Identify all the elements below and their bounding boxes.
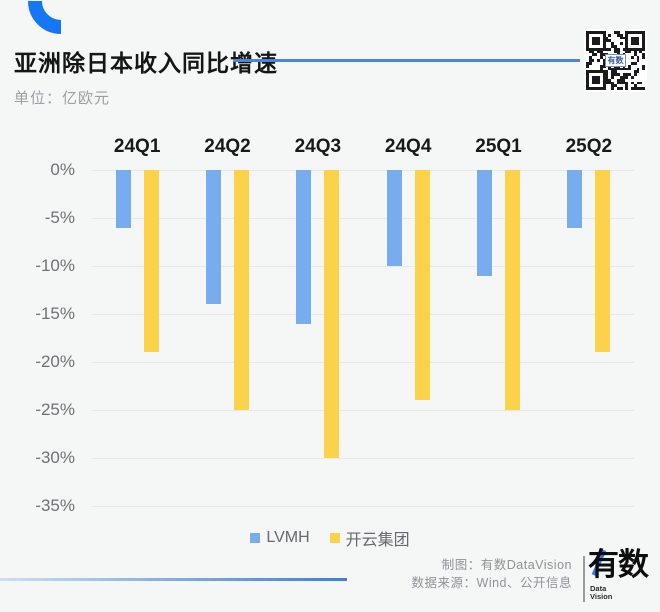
qr-center-label: 有数 [605,54,626,67]
grid-line [92,410,634,411]
grid-line [92,362,634,363]
credits-block: 制图：有数DataVision 数据来源：Wind、公开信息 [412,557,572,592]
y-tick-label: -20% [35,352,75,371]
bar-lvmh-24Q4 [386,170,402,266]
legend-label-lvmh: LVMH [266,529,310,546]
unit-label: 单位：亿欧元 [14,90,111,107]
category-label: 24Q3 [294,136,342,157]
bar-kering-24Q4 [414,170,430,401]
bar-kering-25Q2 [595,170,611,353]
legend-item-lvmh: LVMH [250,529,310,547]
grid-line [92,170,634,171]
brand-logo-subtext: Data Vision [590,584,613,601]
bar-kering-25Q1 [505,170,520,410]
bar-kering-24Q1 [143,170,159,353]
y-tick-label: -15% [35,304,75,323]
page-title: 亚洲除日本收入同比增速 [14,50,278,76]
qr-code: 有数 [584,29,647,92]
category-label: 25Q2 [565,136,613,157]
grid-line [92,458,634,459]
y-tick-label: -30% [35,448,75,467]
y-tick-label: -25% [35,400,75,419]
y-tick-label: -10% [35,256,75,275]
bar-lvmh-25Q1 [477,170,492,276]
grid-line [92,314,634,315]
legend-item-kering: 开云集团 [329,526,410,550]
bar-kering-24Q2 [234,170,249,410]
bar-lvmh-24Q3 [296,170,312,324]
lvmh-swatch-icon [250,533,261,543]
brand-logo-text: 有数 [588,547,649,582]
grid-line [92,218,634,219]
footer-divider [583,556,585,602]
grid-line [92,506,634,507]
bar-lvmh-24Q1 [115,170,131,228]
category-label: 25Q1 [475,136,522,157]
category-label: 24Q1 [113,136,161,157]
source-line: 数据来源：Wind、公开信息 [411,575,572,590]
grid-line [92,266,634,267]
footer-rule [0,578,347,581]
kering-swatch-icon [329,533,340,543]
y-tick-label: 0% [50,160,75,179]
y-tick-label: -35% [35,496,75,515]
bar-chart: 0% -5% -10% -15% -20% -25% -30% -35% 24Q1 24Q2 24Q… [0,130,660,522]
credit-line: 制图：有数DataVision [441,558,572,572]
legend-label-kering: 开云集团 [345,532,410,549]
chart-legend: LVMH 开云集团 [0,527,660,549]
bar-lvmh-25Q2 [567,170,583,228]
bar-kering-24Q3 [324,170,340,458]
category-label: 24Q2 [204,136,251,157]
brand-logo: 有数 Data Vision [588,547,650,603]
brand-arc-icon [28,0,62,34]
y-tick-label: -5% [44,208,75,227]
title-rule [233,59,580,62]
category-label: 24Q4 [384,136,432,157]
bar-lvmh-24Q2 [206,170,221,305]
